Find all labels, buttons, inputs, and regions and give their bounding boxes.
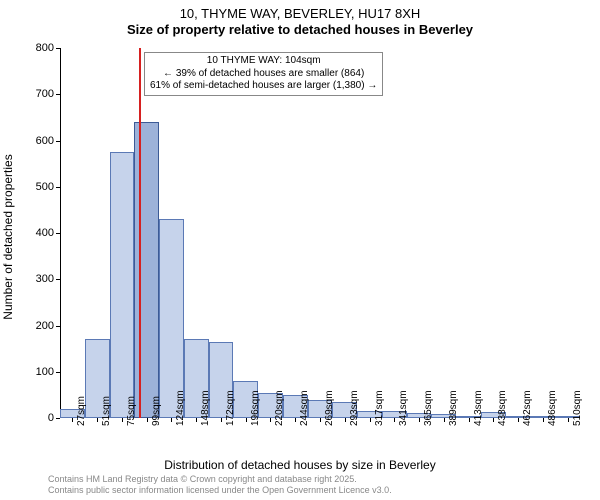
x-tick-mark	[246, 418, 247, 422]
y-tick-label: 0	[48, 412, 54, 424]
y-tick-label: 400	[36, 227, 54, 239]
x-tick-mark	[345, 418, 346, 422]
y-tick-label: 300	[36, 273, 54, 285]
x-tick-mark	[419, 418, 420, 422]
annotation-line1: 10 THYME WAY: 104sqm	[150, 55, 377, 68]
x-tick-mark	[97, 418, 98, 422]
footer-line2: Contains public sector information licen…	[48, 485, 392, 496]
footer: Contains HM Land Registry data © Crown c…	[48, 474, 392, 496]
y-tick-mark	[56, 233, 60, 234]
x-tick-mark	[270, 418, 271, 422]
footer-line1: Contains HM Land Registry data © Crown c…	[48, 474, 392, 485]
annotation-line3: 61% of semi-detached houses are larger (…	[150, 80, 377, 93]
y-tick-mark	[56, 418, 60, 419]
x-tick-mark	[72, 418, 73, 422]
y-tick-label: 500	[36, 181, 54, 193]
x-tick-mark	[320, 418, 321, 422]
y-tick-label: 700	[36, 88, 54, 100]
marker-line	[139, 48, 141, 418]
x-tick-mark	[543, 418, 544, 422]
x-tick-mark	[444, 418, 445, 422]
chart-title: 10, THYME WAY, BEVERLEY, HU17 8XH	[0, 0, 600, 21]
x-tick-mark	[518, 418, 519, 422]
x-tick-mark	[221, 418, 222, 422]
x-tick-mark	[394, 418, 395, 422]
x-tick-mark	[370, 418, 371, 422]
y-tick-mark	[56, 141, 60, 142]
y-tick-mark	[56, 94, 60, 95]
annotation-box: 10 THYME WAY: 104sqm ← 39% of detached h…	[144, 52, 383, 96]
bar	[134, 122, 159, 418]
x-tick-mark	[147, 418, 148, 422]
y-tick-label: 800	[36, 42, 54, 54]
bar	[159, 219, 184, 418]
bars-group	[60, 48, 580, 418]
x-tick-mark	[568, 418, 569, 422]
x-tick-mark	[196, 418, 197, 422]
x-tick-mark	[122, 418, 123, 422]
x-axis-label: Distribution of detached houses by size …	[0, 458, 600, 472]
y-axis-label: Number of detached properties	[1, 154, 15, 319]
y-tick-label: 600	[36, 135, 54, 147]
y-tick-label: 200	[36, 320, 54, 332]
y-tick-label: 100	[36, 366, 54, 378]
bar	[110, 152, 135, 418]
plot-area: 10 THYME WAY: 104sqm ← 39% of detached h…	[60, 48, 580, 418]
y-tick-mark	[56, 326, 60, 327]
y-tick-mark	[56, 372, 60, 373]
chart-subtitle: Size of property relative to detached ho…	[0, 22, 600, 37]
chart-container: 10, THYME WAY, BEVERLEY, HU17 8XH Size o…	[0, 0, 600, 500]
y-tick-mark	[56, 279, 60, 280]
x-tick-mark	[171, 418, 172, 422]
x-tick-mark	[493, 418, 494, 422]
y-tick-mark	[56, 187, 60, 188]
annotation-line2: ← 39% of detached houses are smaller (86…	[150, 68, 377, 81]
y-tick-mark	[56, 48, 60, 49]
x-tick-mark	[469, 418, 470, 422]
x-tick-mark	[295, 418, 296, 422]
